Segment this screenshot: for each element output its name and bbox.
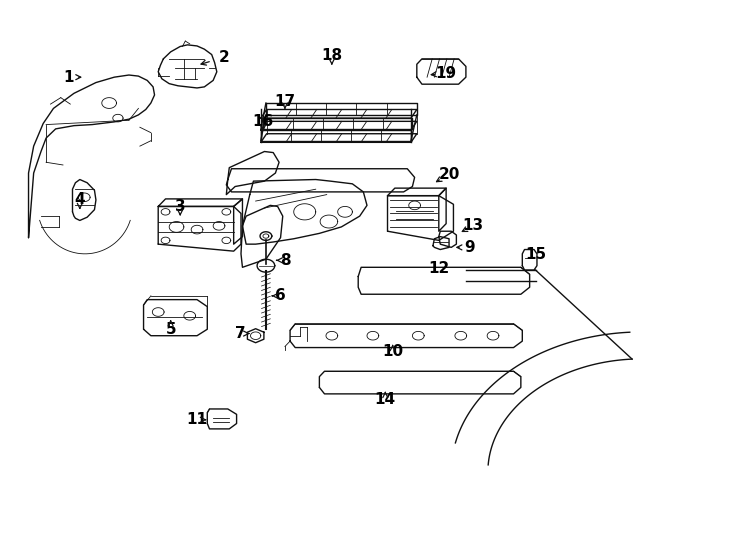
Text: 7: 7	[235, 326, 246, 341]
Text: 18: 18	[321, 48, 342, 63]
Text: 19: 19	[435, 66, 457, 81]
Text: 1: 1	[63, 70, 73, 85]
Text: 17: 17	[275, 94, 296, 110]
Text: 2: 2	[219, 50, 230, 65]
Text: 16: 16	[252, 114, 274, 130]
Text: 5: 5	[165, 322, 176, 337]
Text: 11: 11	[186, 412, 208, 427]
Text: 13: 13	[462, 218, 484, 233]
Text: 14: 14	[375, 392, 396, 407]
Text: 20: 20	[438, 167, 459, 181]
Text: 8: 8	[280, 253, 290, 268]
Text: 3: 3	[175, 199, 186, 214]
Text: 6: 6	[275, 288, 286, 303]
Text: 4: 4	[75, 192, 85, 207]
Text: 15: 15	[525, 247, 546, 262]
Text: 12: 12	[428, 261, 449, 276]
Text: 9: 9	[464, 240, 475, 255]
Text: 10: 10	[382, 345, 403, 359]
